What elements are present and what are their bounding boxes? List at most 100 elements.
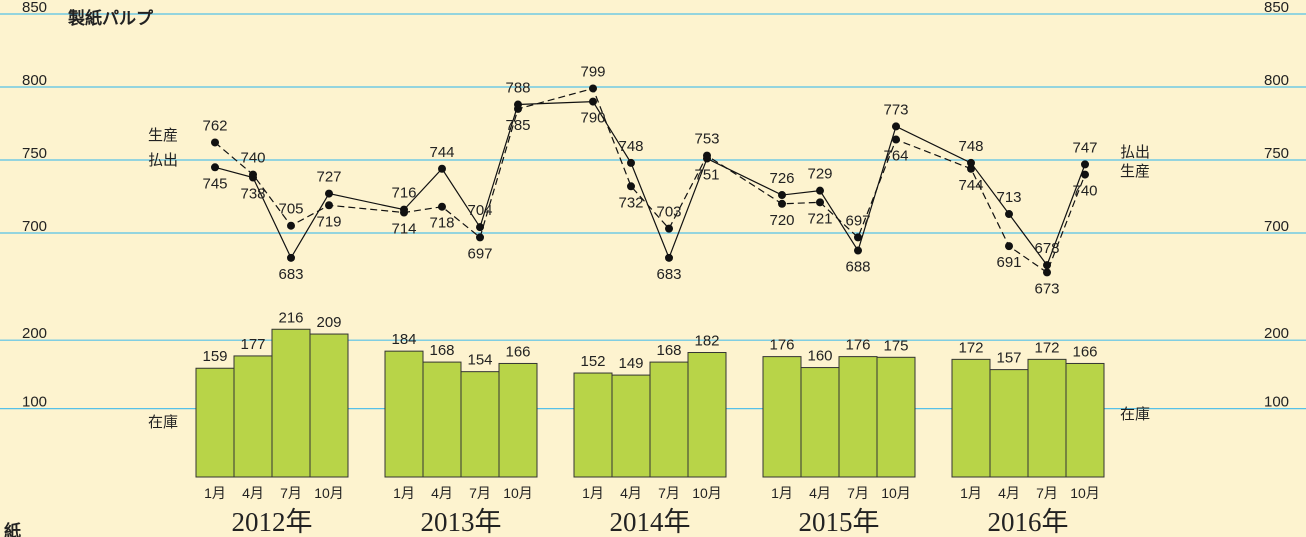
production-point [892,135,900,144]
production-point [665,224,673,233]
year-label: 2015年 [799,507,880,537]
production-line [214,87,1086,274]
bar-axis-tick-label-left: 100 [22,394,47,411]
line-value-label: 704 [467,202,492,219]
inventory-bar [271,328,311,478]
line-value-label: 719 [316,213,341,230]
y-tick-label-right: 800 [1264,72,1289,89]
shipment-point [249,173,257,182]
line-value-label: 727 [316,169,341,186]
line-value-label: 745 [202,175,227,192]
inventory-bar [876,356,916,478]
month-label: 7月 [1036,485,1058,501]
inventory-value-label: 166 [505,343,530,360]
production-point [211,138,219,147]
y-tick-label-left: 850 [22,0,47,16]
inventory-value-label: 175 [883,337,908,354]
month-label: 10月 [1070,485,1100,501]
bar-axis-tick-label-left: 200 [22,325,47,342]
shipment-line [214,100,1086,267]
inventory-value-label: 172 [1034,339,1059,356]
month-label: 10月 [503,485,533,501]
line-value-label: 678 [1034,240,1059,257]
shipment-point [476,223,484,232]
inventory-bar [1027,358,1067,478]
line-value-label: 740 [1072,183,1097,200]
inventory-bar [951,358,991,478]
production-point [1005,242,1013,251]
inventory-bar [611,374,651,478]
inventory-value-label: 182 [694,333,719,350]
series-label-shipment-left: 払出 [148,152,178,169]
shipment-point [1043,261,1051,270]
month-label: 4月 [998,485,1020,501]
inventory-value-label: 159 [202,348,227,365]
inventory-bar [687,352,727,478]
inventory-bar [384,350,424,478]
month-label: 7月 [847,485,869,501]
bar-axis-tick-label-right: 100 [1264,394,1289,411]
inventory-value-label: 160 [807,348,832,365]
line-value-label: 691 [996,254,1021,271]
line-value-label: 714 [391,221,416,238]
line-value-label: 713 [996,189,1021,206]
inventory-bar [1065,362,1105,478]
inventory-bar [233,355,273,478]
month-label: 1月 [960,485,982,501]
shipment-point [703,154,711,163]
shipment-point [778,191,786,200]
series-label-shipment-right: 払出 [1120,144,1150,161]
line-value-label: 703 [656,204,681,221]
line-value-label: 738 [240,186,265,203]
line-value-label: 748 [618,138,643,155]
inventory-bar [460,371,500,478]
inventory-bar [838,356,878,478]
shipment-point [211,163,219,172]
line-value-label: 753 [694,131,719,148]
month-label: 1月 [204,485,226,501]
month-label: 10月 [692,485,722,501]
shipment-point [665,253,673,262]
line-value-label: 799 [580,63,605,80]
production-point [476,233,484,242]
production-point [438,202,446,211]
line-value-label: 740 [240,150,265,167]
line-value-label: 744 [958,177,983,194]
year-label: 2016年 [988,507,1069,537]
inventory-value-label: 176 [769,337,794,354]
corner-label: 紙 [4,521,21,537]
shipment-point [967,158,975,167]
inventory-value-label: 172 [958,339,983,356]
line-value-label: 762 [202,117,227,134]
line-value-label: 683 [278,266,303,283]
shipment-point [1005,210,1013,219]
inventory-bar [573,372,613,478]
line-value-label: 747 [1072,139,1097,156]
month-label: 1月 [771,485,793,501]
y-tick-label-right: 850 [1264,0,1289,16]
line-value-label: 697 [467,245,492,262]
line-value-label: 697 [845,212,870,229]
shipment-point [1081,160,1089,169]
inventory-value-label: 177 [240,336,265,353]
inventory-value-label: 157 [996,350,1021,367]
series-label-inventory-right: 在庫 [1120,406,1150,423]
inventory-value-label: 166 [1072,343,1097,360]
year-label: 2014年 [610,507,691,537]
line-value-label: 729 [807,166,832,183]
year-label: 2013年 [421,507,502,537]
inventory-value-label: 168 [656,342,681,359]
month-label: 4月 [809,485,831,501]
shipment-point [854,246,862,255]
line-value-label: 732 [618,194,643,211]
inventory-value-label: 168 [429,342,454,359]
production-point [967,164,975,173]
inventory-bar [989,369,1029,478]
month-label: 7月 [469,485,491,501]
inventory-bar [422,361,462,478]
inventory-value-label: 184 [391,331,416,348]
month-label: 4月 [431,485,453,501]
series-label-production-left: 生産 [148,127,178,144]
month-label: 10月 [314,485,344,501]
